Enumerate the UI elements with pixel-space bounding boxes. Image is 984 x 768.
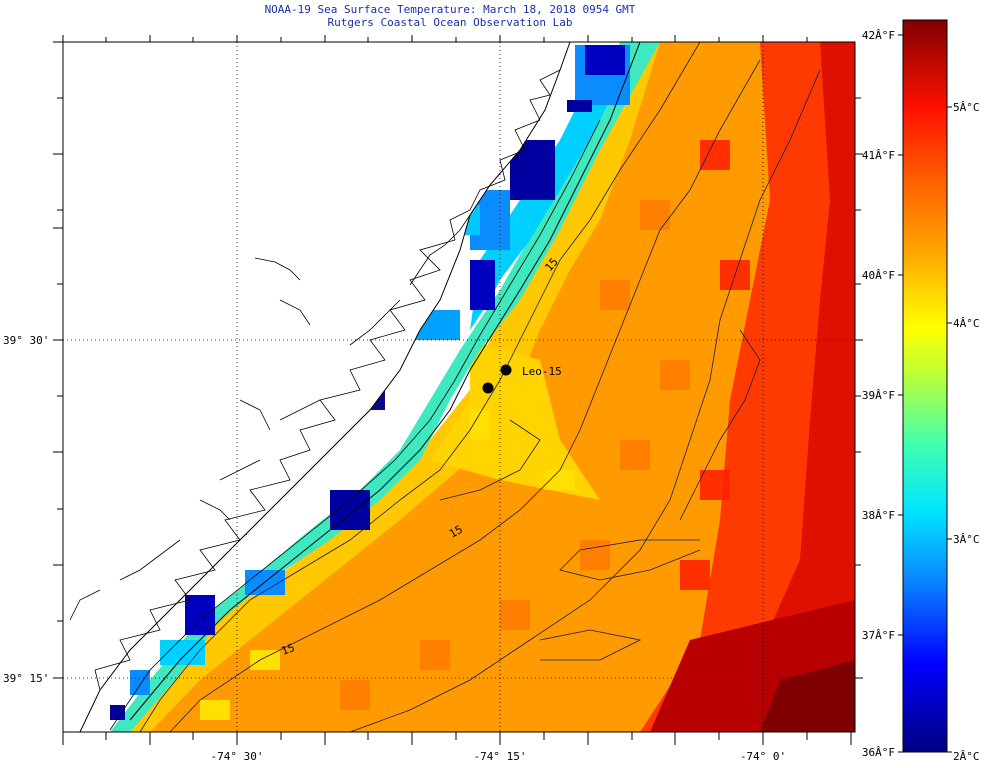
colorbar-f-label: 38Â°F	[862, 509, 895, 522]
colorbar-f-label: 41Â°F	[862, 149, 895, 162]
map-subtitle: Rutgers Coastal Ocean Observation Lab	[327, 16, 573, 29]
colorbar-f-label: 39Â°F	[862, 389, 895, 402]
colorbar-f-label: 37Â°F	[862, 629, 895, 642]
colorbar-c-label: 5Â°C	[953, 101, 980, 114]
bathymetry-contours	[139, 42, 821, 732]
colorbar-ticks	[898, 34, 952, 753]
station-marker	[482, 382, 494, 394]
x-tick-label: -74° 15'	[474, 750, 527, 763]
station-marker	[500, 364, 512, 376]
colorbar-f-label: 40Â°F	[862, 269, 895, 282]
colorbar-c-label: 2Â°C	[953, 750, 980, 763]
colorbar	[902, 19, 948, 753]
y-tick-label: 39° 15'	[3, 672, 49, 685]
graticule	[63, 42, 855, 732]
x-tick-label: -74° 0'	[740, 750, 786, 763]
contour-label: 15	[280, 641, 297, 658]
colorbar-f-label: 36Â°F	[862, 746, 895, 759]
map-title: NOAA-19 Sea Surface Temperature: March 1…	[264, 3, 636, 16]
map-border	[62, 41, 856, 733]
colorbar-f-label: 42Â°F	[862, 29, 895, 42]
colorbar-c-label: 4Â°C	[953, 317, 980, 330]
axis-ticks	[53, 35, 863, 745]
contour-label: 15	[447, 523, 465, 541]
colorbar-c-label: 3Â°C	[953, 533, 980, 546]
coastline	[63, 42, 641, 732]
station-label: Leo-15	[522, 365, 562, 378]
y-tick-label: 39° 30'	[3, 334, 49, 347]
x-tick-label: -74° 30'	[211, 750, 264, 763]
